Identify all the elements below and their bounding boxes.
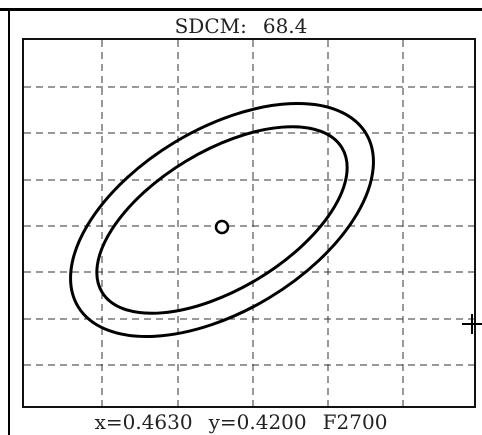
readout-y: y=0.4200	[208, 410, 307, 434]
top-border	[0, 8, 482, 11]
sdcm-label: SDCM:	[174, 14, 247, 38]
target-point-icon	[214, 219, 230, 235]
plot-canvas	[24, 40, 474, 406]
chromaticity-plot	[22, 38, 476, 408]
left-border	[8, 8, 10, 435]
sdcm-value: 68.4	[262, 14, 308, 38]
crosshair-cursor-icon	[462, 314, 482, 334]
grid	[24, 40, 474, 406]
readout-x: x=0.4630	[94, 410, 193, 434]
readout-cct: F2700	[322, 410, 388, 434]
outer-tolerance-ellipse	[69, 102, 375, 338]
inner-tolerance-ellipse	[95, 125, 349, 315]
coordinate-readout: x=0.4630 y=0.4200 F2700	[0, 410, 482, 434]
sdcm-title: SDCM: 68.4	[0, 14, 482, 38]
